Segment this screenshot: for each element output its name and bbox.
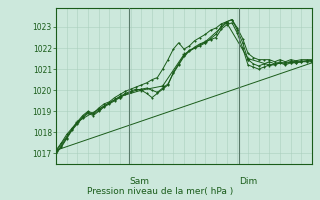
Text: Pression niveau de la mer( hPa ): Pression niveau de la mer( hPa ) bbox=[87, 187, 233, 196]
Text: Sam: Sam bbox=[129, 177, 149, 186]
Text: Dim: Dim bbox=[239, 177, 257, 186]
